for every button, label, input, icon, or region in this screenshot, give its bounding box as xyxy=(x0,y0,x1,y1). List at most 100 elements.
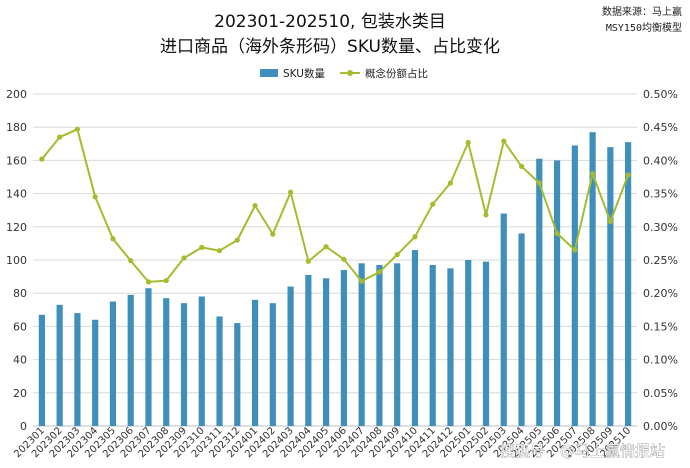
legend-marker-share xyxy=(347,70,353,76)
y-right-tick-label: 0.25% xyxy=(643,254,678,267)
line-point xyxy=(181,255,187,261)
y-left-tick-label: 0 xyxy=(20,420,27,433)
y-left-tick-label: 40 xyxy=(13,354,27,367)
line-point xyxy=(465,139,471,146)
y-left-tick-label: 120 xyxy=(6,221,27,234)
line-point xyxy=(607,218,613,225)
line-point xyxy=(572,247,578,253)
line-point xyxy=(128,258,134,264)
watermark: 搜狐号 @马上赢情报站 xyxy=(500,442,666,461)
bar xyxy=(56,304,63,426)
bar xyxy=(109,301,117,426)
line-point xyxy=(554,230,560,237)
y-right-tick-label: 0.40% xyxy=(643,154,678,167)
line-point xyxy=(412,234,418,240)
line-point xyxy=(252,202,258,209)
legend-swatch-sku xyxy=(260,69,278,77)
line-point xyxy=(92,194,98,200)
bar xyxy=(269,303,276,426)
bar-series xyxy=(38,132,632,427)
bar xyxy=(340,269,347,426)
left-axis-ticks: 0 20 40 60 80 100 120 140 160 180 200 xyxy=(6,88,27,433)
line-point xyxy=(341,256,347,262)
bar xyxy=(234,323,241,426)
line-point xyxy=(589,171,596,177)
share-line xyxy=(41,127,630,283)
bar xyxy=(198,296,205,426)
y-left-tick-label: 200 xyxy=(6,88,27,101)
bar xyxy=(216,316,223,426)
line-point xyxy=(145,279,152,285)
legend-label-sku: SKU数量 xyxy=(283,67,325,80)
bar xyxy=(553,160,561,426)
y-right-tick-label: 0.00% xyxy=(643,420,678,433)
y-left-tick-label: 100 xyxy=(6,254,27,267)
y-right-tick-label: 0.10% xyxy=(643,354,678,367)
chart-title-line1: 202301-202510, 包装水类目 xyxy=(214,12,446,32)
line-point xyxy=(199,244,205,250)
bar xyxy=(74,313,81,426)
bar xyxy=(127,294,134,426)
bar xyxy=(394,263,401,426)
bar xyxy=(447,268,454,426)
line-point xyxy=(376,269,383,275)
bar xyxy=(536,158,543,427)
line-point xyxy=(287,189,294,195)
y-right-tick-label: 0.35% xyxy=(643,188,678,201)
bar xyxy=(482,261,490,426)
line-point xyxy=(536,180,542,186)
line-point xyxy=(625,172,631,178)
right-axis-ticks: 0.00% 0.05% 0.10% 0.15% 0.20% 0.25% 0.30% 0.35%… xyxy=(643,88,678,433)
bar xyxy=(376,264,383,426)
legend-label-share: 概念份额占比 xyxy=(365,67,428,80)
line-point xyxy=(483,212,489,218)
watermark-handle: @马上赢情报站 xyxy=(560,442,665,460)
y-left-tick-label: 160 xyxy=(6,154,27,167)
y-left-tick-label: 80 xyxy=(13,287,27,300)
source-label: 数据来源：马上赢 xyxy=(602,5,682,18)
line-point xyxy=(234,237,240,243)
bar xyxy=(411,250,419,426)
y-left-tick-label: 180 xyxy=(6,121,27,134)
bar xyxy=(145,288,152,426)
bar xyxy=(465,260,472,426)
line-point xyxy=(305,258,311,264)
y-right-tick-label: 0.50% xyxy=(643,88,678,101)
line-point xyxy=(323,244,329,250)
y-right-tick-label: 0.15% xyxy=(643,320,678,333)
bar xyxy=(92,319,99,426)
legend: SKU数量 概念份额占比 xyxy=(260,67,428,80)
y-right-tick-label: 0.30% xyxy=(643,221,678,234)
bar xyxy=(180,303,188,426)
line-point xyxy=(110,236,116,242)
line-point xyxy=(394,252,400,258)
y-right-tick-label: 0.20% xyxy=(643,287,678,300)
bar xyxy=(571,145,578,426)
model-label: MSY150均衡模型 xyxy=(606,21,682,34)
line-series xyxy=(39,126,631,285)
bar xyxy=(287,286,294,426)
line-point xyxy=(518,163,525,169)
chart-title-line2: 进口商品（海外条形码）SKU数量、占比变化 xyxy=(160,37,500,57)
gridlines xyxy=(33,93,637,427)
bar xyxy=(429,264,436,426)
line-point xyxy=(163,277,169,284)
y-left-tick-label: 60 xyxy=(13,320,27,333)
y-left-tick-label: 140 xyxy=(6,188,27,201)
bar xyxy=(323,278,330,426)
bar xyxy=(500,213,507,426)
bar xyxy=(305,274,312,426)
bar xyxy=(625,142,632,426)
bar xyxy=(163,298,170,426)
line-point xyxy=(39,156,45,162)
line-point xyxy=(359,278,365,284)
line-point xyxy=(74,126,81,132)
line-point xyxy=(430,201,436,207)
line-point xyxy=(57,134,63,140)
line-point xyxy=(501,138,507,144)
watermark-prefix: 搜狐号 xyxy=(500,442,545,460)
y-left-tick-label: 20 xyxy=(13,387,27,400)
bar xyxy=(38,314,45,426)
bar xyxy=(358,263,365,426)
